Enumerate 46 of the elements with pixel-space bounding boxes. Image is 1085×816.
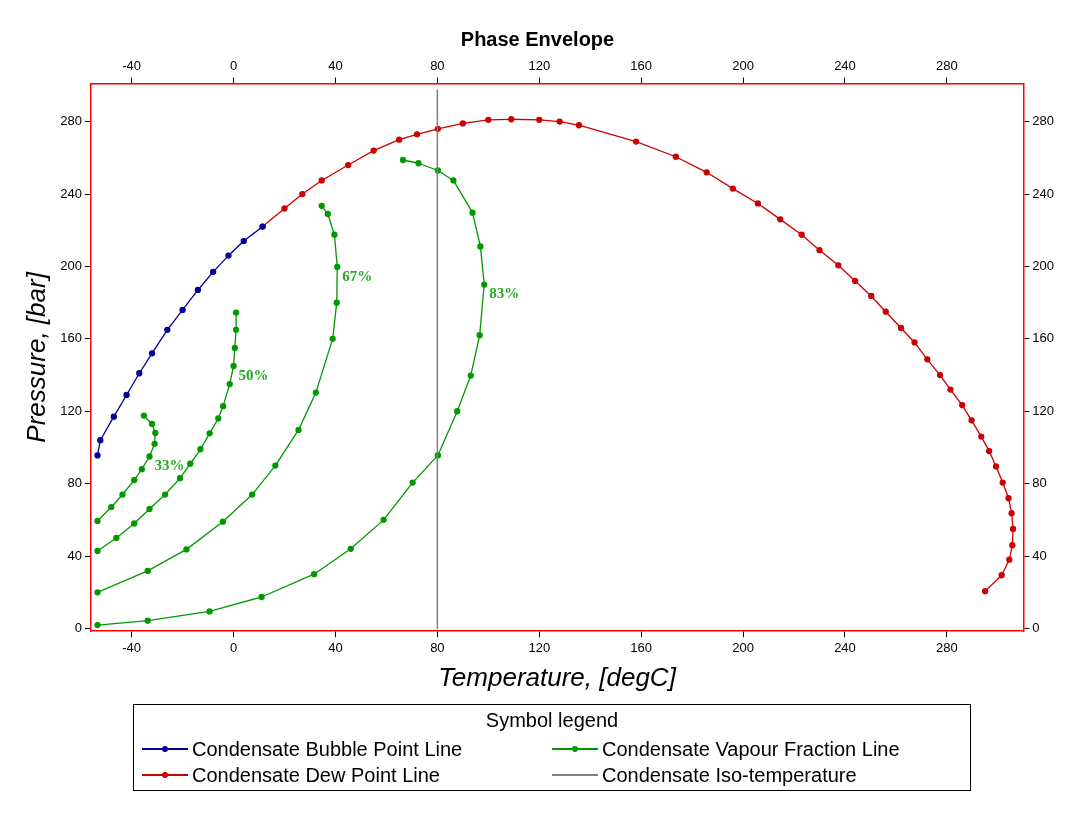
x2-tick-label: -40 <box>122 58 142 74</box>
y-tick-label: 280 <box>60 113 82 129</box>
x-tick-label: 200 <box>732 639 754 655</box>
x-tick-label: 120 <box>528 639 551 655</box>
x-tick-label: 240 <box>834 639 856 655</box>
x2-tick-label: 0 <box>229 58 238 74</box>
x-axis-title: Temperature, [degC] <box>438 661 677 692</box>
x-tick-label: -40 <box>122 639 142 655</box>
x-tick-label: 0 <box>229 639 238 655</box>
y2-tick-label: 0 <box>1032 620 1040 636</box>
y-tick-label: 40 <box>67 547 82 563</box>
legend-label: Condensate Dew Point Line <box>192 763 440 788</box>
legend-label: Condensate Iso-temperature <box>602 763 857 788</box>
y-tick-label: 200 <box>60 258 82 274</box>
x2-tick-label: 120 <box>528 58 551 74</box>
y-tick-label: 240 <box>60 185 82 201</box>
y2-tick-label: 80 <box>1032 475 1047 491</box>
y2-tick-label: 120 <box>1032 402 1055 418</box>
annotation: 33% <box>154 457 185 474</box>
x2-tick-label: 160 <box>630 58 653 74</box>
annotation: 83% <box>489 285 520 302</box>
annotation: 50% <box>238 366 269 383</box>
annotation: 67% <box>342 267 373 284</box>
y2-tick-label: 40 <box>1032 547 1047 563</box>
x-tick-label: 80 <box>430 639 445 655</box>
x-tick-label: 160 <box>630 639 653 655</box>
y-tick-label: 0 <box>74 620 82 636</box>
x-tick-label: 280 <box>936 639 958 655</box>
legend-title: Symbol legend <box>484 709 620 732</box>
y-tick-label: 160 <box>60 330 82 346</box>
y2-tick-label: 280 <box>1032 113 1055 129</box>
x2-tick-label: 40 <box>328 58 343 74</box>
y-tick-label: 120 <box>60 402 82 418</box>
y2-tick-label: 160 <box>1032 330 1055 346</box>
x2-tick-label: 80 <box>430 58 445 74</box>
y2-tick-label: 240 <box>1032 185 1055 201</box>
legend-label: Condensate Bubble Point Line <box>192 737 463 762</box>
chart-title: Phase Envelope <box>460 27 615 50</box>
y-axis-title: Pressure, [bar] <box>20 271 51 443</box>
x2-tick-label: 200 <box>732 58 754 74</box>
x2-tick-label: 240 <box>834 58 856 74</box>
x-tick-label: 40 <box>328 639 343 655</box>
x2-tick-label: 280 <box>936 58 958 74</box>
y-tick-label: 80 <box>67 475 82 491</box>
y2-tick-label: 200 <box>1032 258 1055 274</box>
legend-label: Condensate Vapour Fraction Line <box>602 737 900 762</box>
